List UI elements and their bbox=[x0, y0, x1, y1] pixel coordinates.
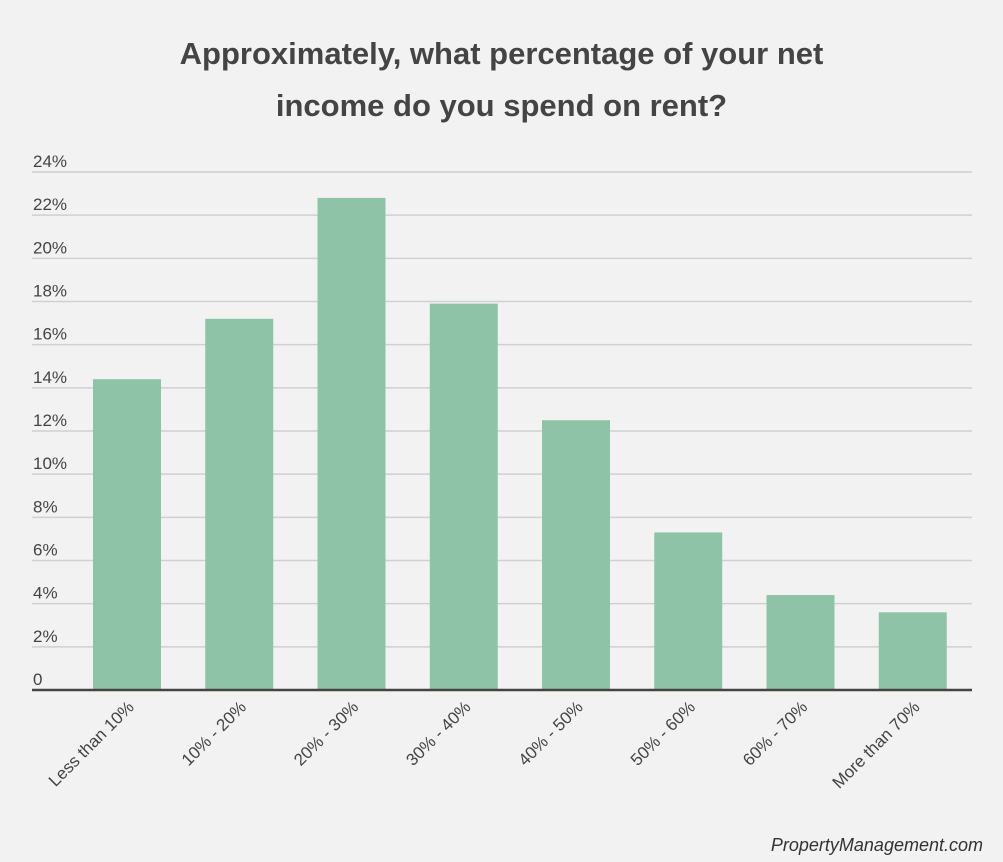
x-tick-label: 20% - 30% bbox=[290, 697, 362, 769]
bars bbox=[93, 197, 947, 690]
y-tick-label: 20% bbox=[33, 238, 67, 257]
bar bbox=[317, 197, 386, 690]
y-tick-label: 18% bbox=[33, 282, 67, 301]
bar bbox=[205, 318, 274, 690]
x-tick-label: 40% - 50% bbox=[515, 697, 587, 769]
y-tick-label: 12% bbox=[33, 411, 67, 430]
bar bbox=[93, 379, 161, 690]
x-tick-label: Less than 10% bbox=[45, 697, 138, 790]
bar bbox=[654, 532, 723, 690]
x-axis-ticks: Less than 10% 10% - 20% 20% - 30% 30% - 40%… bbox=[45, 697, 924, 792]
bar bbox=[878, 612, 947, 690]
y-tick-label: 2% bbox=[33, 627, 58, 646]
x-tick-label: 30% - 40% bbox=[402, 697, 474, 769]
x-tick-label: 50% - 60% bbox=[627, 697, 699, 769]
bar bbox=[542, 420, 610, 690]
gridlines bbox=[32, 171, 972, 648]
x-tick-label: More than 70% bbox=[829, 697, 924, 792]
y-tick-label: 4% bbox=[33, 584, 58, 603]
x-tick-label: 60% - 70% bbox=[739, 697, 811, 769]
y-tick-label: 16% bbox=[33, 325, 67, 344]
y-tick-label: 22% bbox=[33, 195, 67, 214]
bar bbox=[429, 303, 498, 690]
bar bbox=[766, 595, 835, 690]
y-tick-label: 6% bbox=[33, 541, 58, 560]
source-credit: PropertyManagement.com bbox=[770, 835, 983, 855]
chart-title-line-2: income do you spend on rent? bbox=[275, 88, 728, 123]
y-tick-label: 8% bbox=[33, 497, 58, 516]
y-tick-label: 0 bbox=[33, 670, 42, 689]
y-tick-label: 24% bbox=[33, 152, 67, 171]
chart-title: Approximately, what percentage of your n… bbox=[0, 28, 1003, 132]
y-tick-label: 10% bbox=[33, 454, 67, 473]
x-tick-label: 10% - 20% bbox=[178, 697, 250, 769]
chart-title-line-1: Approximately, what percentage of your n… bbox=[179, 36, 824, 71]
y-tick-label: 14% bbox=[33, 368, 67, 387]
y-axis-ticks: 0 2% 4% 6% 8% 10% 12% 14% 16% 18% 20% 22% 24% bbox=[33, 152, 67, 689]
